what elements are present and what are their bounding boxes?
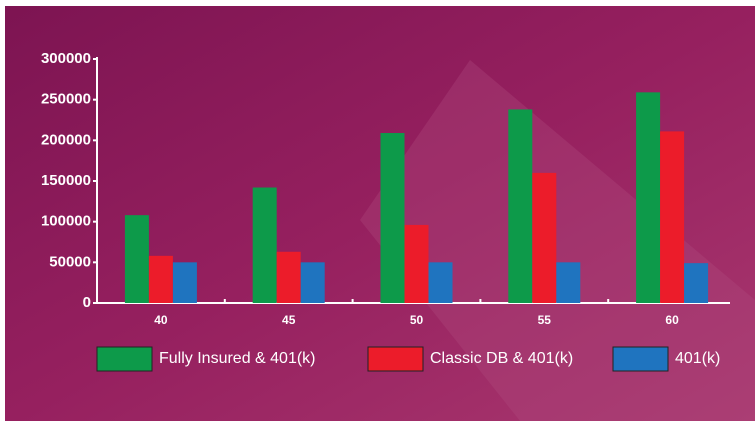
legend-label: 401(k) [675, 350, 720, 367]
y-tick-label: 50000 [49, 253, 91, 270]
x-tick-label: 60 [665, 313, 679, 327]
legend-label: Classic DB & 401(k) [430, 350, 573, 367]
bar [405, 225, 429, 303]
y-tick-label: 150000 [41, 172, 91, 189]
bar [173, 262, 197, 303]
y-tick-label: 100000 [41, 213, 91, 230]
y-tick-label: 300000 [41, 50, 91, 67]
legend-swatch [97, 347, 152, 371]
x-tick-label: 55 [538, 313, 552, 327]
bar [149, 256, 173, 303]
bar [125, 215, 149, 303]
chart: 0 50000 100000 150000 200000 250000 300000 40 45… [0, 0, 755, 421]
bar [253, 188, 277, 303]
legend-swatch [613, 347, 668, 371]
x-tick-label: 45 [282, 313, 296, 327]
bar [660, 131, 684, 303]
x-tick-label: 50 [410, 313, 424, 327]
bar [684, 263, 708, 303]
legend-swatch [368, 347, 423, 371]
legend-label: Fully Insured & 401(k) [159, 350, 316, 367]
bar [381, 133, 405, 303]
bar [429, 262, 453, 303]
bar [301, 262, 325, 303]
y-tick-label: 0 [83, 294, 91, 311]
bar [508, 109, 532, 303]
x-tick-label: 40 [154, 313, 168, 327]
bar [532, 173, 556, 303]
bar [556, 262, 580, 303]
bar [636, 92, 660, 303]
y-tick-label: 250000 [41, 91, 91, 108]
y-tick-label: 200000 [41, 131, 91, 148]
bar [277, 252, 301, 303]
